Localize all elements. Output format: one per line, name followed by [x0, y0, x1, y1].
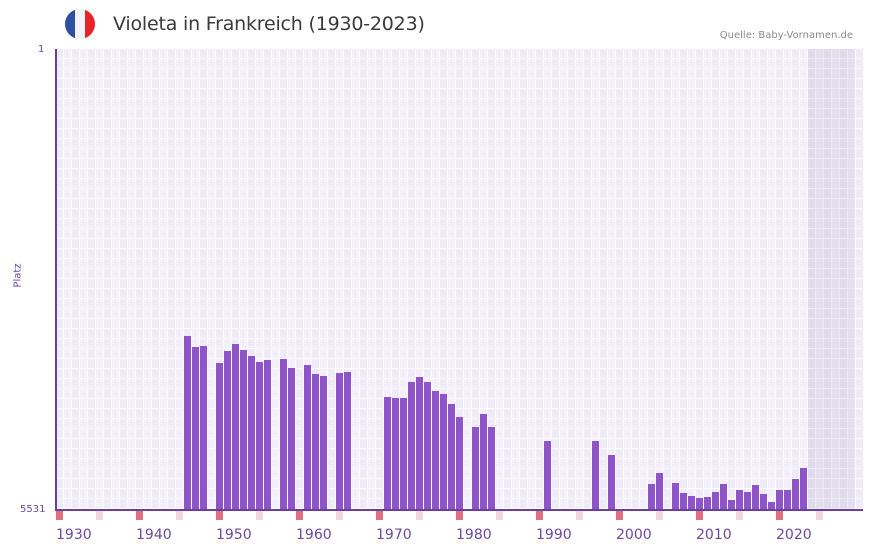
x-tick-label: 2010: [696, 527, 732, 543]
x-tick-label: 1950: [216, 527, 252, 543]
bar-2013: [720, 484, 727, 510]
bar-2020: [776, 490, 783, 510]
bar-1973: [400, 398, 407, 510]
bar-2004: [648, 484, 655, 510]
bar-1950: [216, 363, 223, 510]
bar-1975: [416, 377, 423, 510]
bar-1977: [432, 391, 439, 510]
flag-stripe-blue: [65, 9, 75, 39]
x-tick-label: 1990: [536, 527, 572, 543]
bar-2010: [696, 498, 703, 510]
bar-1946: [184, 336, 191, 510]
bar-2005: [656, 473, 663, 510]
decade-marker: [536, 511, 543, 520]
bar-1952: [232, 344, 239, 510]
half-decade-marker: [496, 511, 503, 520]
bar-2008: [680, 493, 687, 510]
bar-2015: [736, 490, 743, 510]
half-decade-marker: [336, 511, 343, 520]
y-axis-line: [55, 49, 57, 511]
bar-1983: [480, 414, 487, 510]
bar-1953: [240, 350, 247, 510]
bar-1979: [448, 404, 455, 510]
x-tick-label: 1930: [56, 527, 92, 543]
y-tick-bottom: 5531: [20, 504, 46, 515]
bar-1954: [248, 356, 255, 510]
bar-2009: [688, 496, 695, 510]
bar-1951: [224, 351, 231, 510]
future-shaded-region: [808, 49, 855, 510]
bar-1963: [320, 376, 327, 510]
year-marker-row: [56, 511, 863, 520]
bar-1965: [336, 373, 343, 510]
bar-2014: [728, 500, 735, 510]
decade-marker: [56, 511, 63, 520]
bar-2007: [672, 483, 679, 510]
x-axis-line: [56, 509, 863, 511]
bar-1947: [192, 347, 199, 510]
x-tick-label: 1970: [376, 527, 412, 543]
half-decade-marker: [176, 511, 183, 520]
half-decade-marker: [816, 511, 823, 520]
half-decade-marker: [416, 511, 423, 520]
bar-1948: [200, 346, 207, 510]
bar-1984: [488, 427, 495, 510]
y-axis-title: Platz: [12, 263, 24, 288]
bar-2012: [712, 492, 719, 510]
bar-1980: [456, 417, 463, 510]
decade-marker: [696, 511, 703, 520]
x-tick-label: 2020: [776, 527, 812, 543]
decade-marker: [296, 511, 303, 520]
bar-2017: [752, 485, 759, 510]
half-decade-marker: [736, 511, 743, 520]
source-credit: Quelle: Baby-Vornamen.de: [719, 30, 853, 41]
bar-1958: [280, 359, 287, 510]
bar-2016: [744, 492, 751, 510]
bar-1999: [608, 455, 615, 510]
bar-1976: [424, 382, 431, 510]
bar-2019: [768, 502, 775, 510]
x-tick-label: 1980: [456, 527, 492, 543]
plot-area: [56, 49, 863, 510]
x-tick-label: 1960: [296, 527, 332, 543]
bar-1959: [288, 368, 295, 510]
half-decade-marker: [96, 511, 103, 520]
x-tick-label: 2000: [616, 527, 652, 543]
bar-1961: [304, 365, 311, 510]
bar-1962: [312, 374, 319, 510]
bar-1978: [440, 394, 447, 510]
decade-marker: [776, 511, 783, 520]
bar-1982: [472, 427, 479, 510]
half-decade-marker: [656, 511, 663, 520]
france-flag-icon: [65, 9, 95, 39]
decade-marker: [616, 511, 623, 520]
bar-1966: [344, 372, 351, 510]
decade-marker: [216, 511, 223, 520]
half-decade-marker: [256, 511, 263, 520]
decade-marker: [456, 511, 463, 520]
decade-marker: [376, 511, 383, 520]
bar-1972: [392, 398, 399, 510]
bar-1991: [544, 441, 551, 510]
chart-title: Violeta in Frankreich (1930-2023): [113, 13, 425, 35]
bar-1971: [384, 397, 391, 510]
flag-stripe-white: [75, 9, 85, 39]
bar-2023: [800, 468, 807, 510]
y-tick-top: 1: [38, 44, 45, 55]
bar-2021: [784, 490, 791, 510]
bar-2011: [704, 497, 711, 510]
bar-2018: [760, 494, 767, 510]
bar-1997: [592, 441, 599, 510]
half-decade-marker: [576, 511, 583, 520]
bar-1974: [408, 382, 415, 510]
x-tick-label: 1940: [136, 527, 172, 543]
x-axis-labels: 1930 1940 1950 1960 1970 1980 1990 2000 2010 2020: [0, 527, 873, 547]
bar-1956: [264, 360, 271, 510]
decade-marker: [136, 511, 143, 520]
bar-1955: [256, 362, 263, 510]
flag-stripe-red: [85, 9, 95, 39]
bar-2022: [792, 479, 799, 510]
